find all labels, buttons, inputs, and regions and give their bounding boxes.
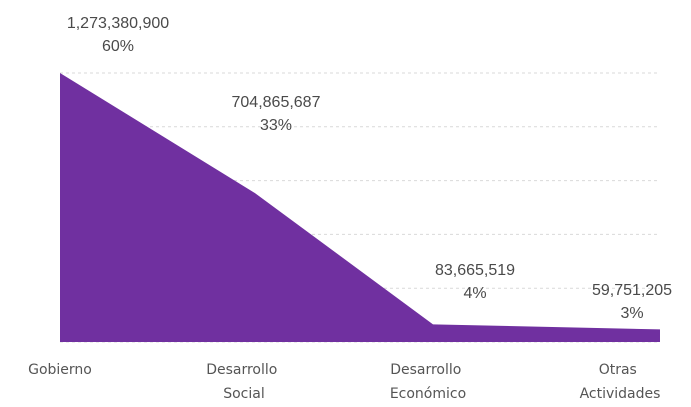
category-label-desarrollo-economico: Desarrollo Económico — [390, 362, 466, 402]
category-label-otras-actividades-line-1: Otras — [599, 362, 637, 378]
category-label-desarrollo-economico-line-2: Económico — [390, 386, 466, 402]
category-label-desarrollo-social-line-2: Social — [223, 386, 265, 402]
data-label-desarrollo-economico: 83,665,519 4% — [435, 262, 515, 302]
category-label-gobierno: Gobierno — [28, 362, 92, 378]
value-label-otras-actividades: 59,751,205 — [592, 282, 672, 299]
value-label-gobierno: 1,273,380,900 — [67, 15, 169, 32]
category-label-otras-actividades: Otras Actividades — [580, 362, 661, 402]
category-label-gobierno-line-1: Gobierno — [28, 362, 92, 378]
percent-label-gobierno: 60% — [102, 38, 134, 55]
category-label-desarrollo-social-line-1: Desarrollo — [206, 362, 277, 378]
category-label-desarrollo-social: Desarrollo Social — [206, 362, 282, 402]
category-label-otras-actividades-line-2: Actividades — [580, 386, 661, 402]
area-series-fill — [60, 73, 660, 342]
percent-label-otras-actividades: 3% — [620, 305, 643, 322]
data-label-otras-actividades: 59,751,205 3% — [592, 282, 672, 322]
x-axis-labels: Gobierno Desarrollo Social Desarrollo Ec… — [28, 362, 660, 402]
percent-label-desarrollo-social: 33% — [260, 117, 292, 134]
data-labels: 1,273,380,900 60% 704,865,687 33% 83,665… — [67, 15, 672, 322]
data-label-desarrollo-social: 704,865,687 33% — [232, 94, 321, 134]
category-label-desarrollo-economico-line-1: Desarrollo — [390, 362, 461, 378]
percent-label-desarrollo-economico: 4% — [463, 285, 486, 302]
value-label-desarrollo-economico: 83,665,519 — [435, 262, 515, 279]
data-label-gobierno: 1,273,380,900 60% — [67, 15, 169, 55]
value-label-desarrollo-social: 704,865,687 — [232, 94, 321, 111]
